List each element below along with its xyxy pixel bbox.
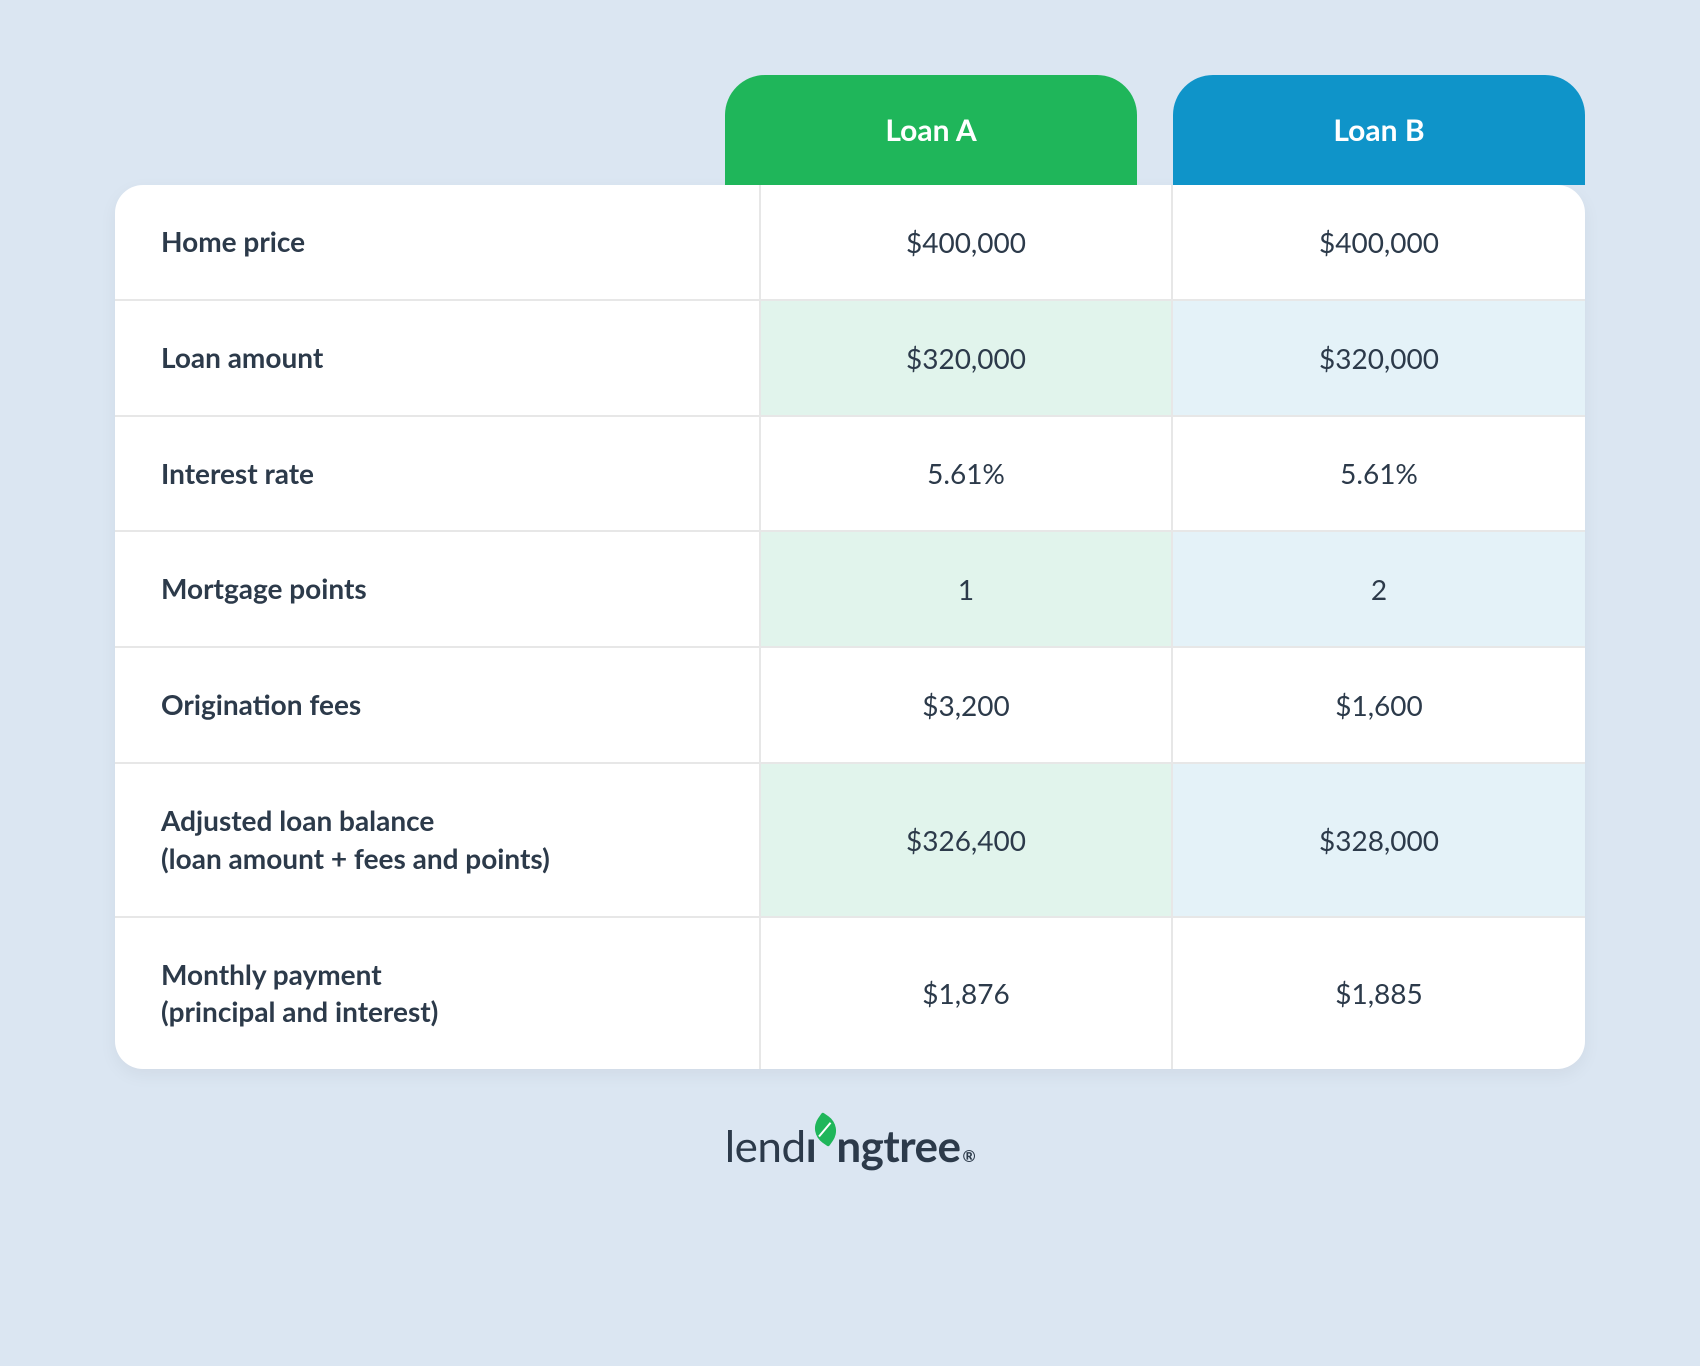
loan-b-value: $320,000 <box>1173 301 1585 415</box>
loan-a-value: $320,000 <box>761 301 1173 415</box>
loan-a-value: 5.61% <box>761 417 1173 531</box>
loan-a-value: $326,400 <box>761 764 1173 916</box>
table-row: Adjusted loan balance(loan amount + fees… <box>115 762 1585 916</box>
row-label: Interest rate <box>115 417 761 531</box>
loan-b-value: $328,000 <box>1173 764 1585 916</box>
loan-a-value: $3,200 <box>761 648 1173 762</box>
table-row: Origination fees $3,200 $1,600 <box>115 646 1585 762</box>
table-row: Monthly payment(principal and interest) … <box>115 916 1585 1070</box>
row-label: Home price <box>115 185 761 299</box>
registered-mark: ® <box>963 1149 976 1165</box>
row-label: Monthly payment(principal and interest) <box>115 918 761 1070</box>
lendingtree-logo: lendıngtree® <box>725 1124 975 1168</box>
logo-text-part3: ngtree <box>836 1124 960 1168</box>
loan-a-value: $1,876 <box>761 918 1173 1070</box>
loan-b-value: 5.61% <box>1173 417 1585 531</box>
table-row: Mortgage points 1 2 <box>115 530 1585 646</box>
loan-b-value: $400,000 <box>1173 185 1585 299</box>
row-label: Mortgage points <box>115 532 761 646</box>
loan-a-value: $400,000 <box>761 185 1173 299</box>
table-card: Home price $400,000 $400,000 Loan amount… <box>115 185 1585 1069</box>
table-row: Loan amount $320,000 $320,000 <box>115 299 1585 415</box>
row-label: Adjusted loan balance(loan amount + fees… <box>115 764 761 916</box>
row-label: Origination fees <box>115 648 761 762</box>
loan-a-value: 1 <box>761 532 1173 646</box>
loan-b-value: $1,600 <box>1173 648 1585 762</box>
loan-b-header: Loan B <box>1173 75 1585 185</box>
loan-b-value: 2 <box>1173 532 1585 646</box>
loan-a-header: Loan A <box>725 75 1137 185</box>
comparison-table: Loan A Loan B Home price $400,000 $400,0… <box>115 75 1585 1069</box>
loan-b-value: $1,885 <box>1173 918 1585 1070</box>
table-row: Interest rate 5.61% 5.61% <box>115 415 1585 531</box>
row-label: Loan amount <box>115 301 761 415</box>
column-header-tabs: Loan A Loan B <box>115 75 1585 185</box>
logo-text-part1: lend <box>725 1124 806 1168</box>
table-row: Home price $400,000 $400,000 <box>115 185 1585 299</box>
